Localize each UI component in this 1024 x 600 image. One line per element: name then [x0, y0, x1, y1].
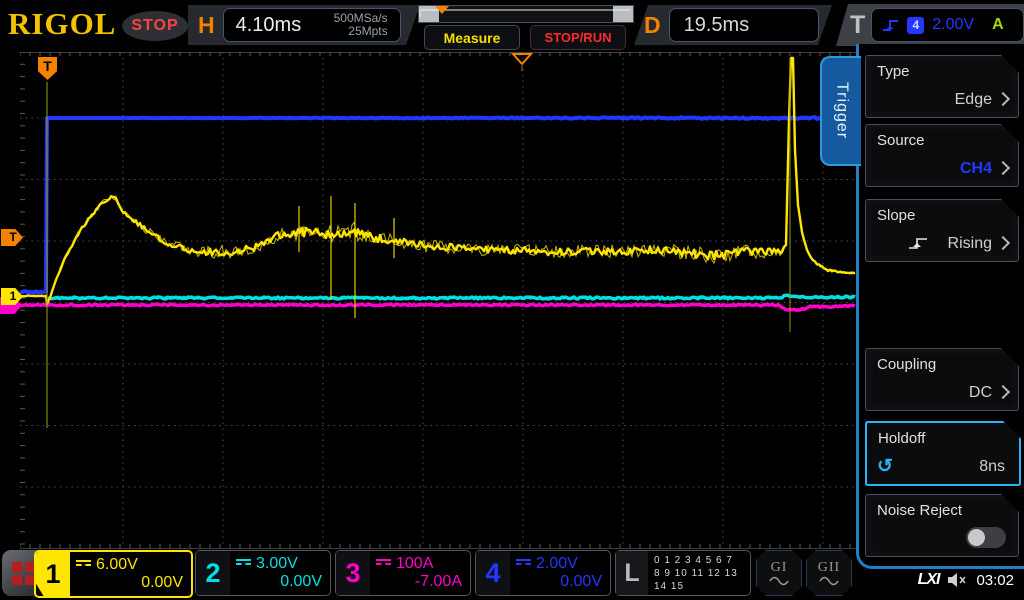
chevron-right-icon: [996, 385, 1010, 399]
trigger-mode-indicator: A: [992, 16, 1004, 33]
menu-item-type[interactable]: Type Edge: [865, 55, 1019, 118]
generator-1-button[interactable]: GI: [756, 550, 802, 596]
slope-value: Rising: [947, 235, 992, 252]
source-value: CH4: [959, 160, 992, 177]
horizontal-panel[interactable]: 4.10ms 500MSa/s 25Mpts: [223, 8, 401, 42]
channel-3-number: 3: [336, 551, 370, 595]
trigger-position-flag[interactable]: T: [38, 57, 57, 80]
menu-item-noise-reject[interactable]: Noise Reject: [865, 494, 1019, 557]
trigger-source-badge: 4: [907, 16, 925, 34]
speaker-muted-icon[interactable]: [948, 573, 967, 587]
noise-reject-label: Noise Reject: [877, 502, 963, 519]
menu-item-slope[interactable]: Slope Rising: [865, 199, 1019, 262]
trigger-tab-label: Trigger: [833, 82, 851, 140]
logic-analyzer-block[interactable]: L 0 1 2 3 4 5 6 7 8 9 10 11 12 13 14 15: [615, 550, 751, 596]
slope-label: Slope: [877, 207, 916, 224]
g2-label: GII: [817, 560, 841, 575]
channel-2-offset: 0.00V: [280, 573, 322, 590]
delay-value: 19.5ms: [683, 13, 750, 36]
coupling-value: DC: [968, 384, 992, 401]
trigger-level-marker[interactable]: T: [1, 229, 23, 246]
channel-1-offset-marker[interactable]: 1: [1, 288, 23, 305]
trigger-menu-tab[interactable]: Trigger: [820, 56, 861, 166]
type-value: Edge: [954, 91, 992, 108]
digital-channels-row2: 8 9 10 11 12 13 14 15: [654, 567, 738, 592]
dc-coupling-icon: [236, 559, 251, 569]
channel-3-scale: 100A: [396, 555, 434, 572]
delay-reference-icon: [510, 52, 534, 77]
rising-slope-icon: [908, 235, 928, 251]
stop-run-button[interactable]: STOP/RUN: [530, 25, 626, 50]
menu-item-source[interactable]: Source CH4: [865, 124, 1019, 187]
run-state-badge: STOP: [122, 11, 188, 41]
channel-4-block[interactable]: 4 2.00V 0.00V: [475, 550, 611, 596]
dc-coupling-icon: [376, 559, 391, 569]
trigger-menu-panel: Type Edge Source CH4 Slope Rising Coupli…: [856, 44, 1024, 569]
dc-coupling-icon: [76, 560, 91, 570]
chevron-right-icon: [996, 92, 1010, 106]
channel-1-block[interactable]: 1 6.00V 0.00V: [34, 550, 193, 598]
channel-1-number: 1: [36, 552, 70, 596]
trigger-status-group[interactable]: T 4 2.00V A: [836, 4, 1024, 46]
g1-label: GI: [770, 560, 788, 575]
channel-4-offset: 0.00V: [560, 573, 602, 590]
memory-position-bar[interactable]: [418, 5, 634, 23]
rigol-logo: RIGOL: [8, 6, 117, 41]
membar-trigger-icon: [435, 6, 449, 14]
ch4-trace: [20, 115, 856, 295]
chevron-right-icon: [996, 236, 1010, 250]
graticule-top-edge: [20, 52, 858, 53]
clock: 03:02: [976, 571, 1014, 589]
status-area: LXI 03:02: [918, 571, 1014, 589]
channel-2-scale: 3.00V: [256, 555, 298, 572]
trigger-level-value: 2.00V: [932, 16, 975, 33]
sine-wave-icon: [769, 576, 789, 586]
channel-2-number: 2: [196, 551, 230, 595]
channel-4-scale: 2.00V: [536, 555, 578, 572]
waveform-display[interactable]: [20, 52, 858, 548]
rotary-knob-icon: ↺: [877, 456, 893, 477]
coupling-label: Coupling: [877, 356, 937, 373]
sample-rate: 500MSa/s: [333, 11, 388, 25]
source-label: Source: [877, 132, 925, 149]
graticule-bottom-edge: [20, 548, 858, 549]
channel-1-offset: 0.00V: [141, 574, 183, 591]
type-label: Type: [877, 63, 910, 80]
noise-reject-toggle[interactable]: [966, 527, 1006, 548]
channel-4-number: 4: [476, 551, 510, 595]
horizontal-settings-group[interactable]: H 4.10ms 500MSa/s 25Mpts: [188, 5, 420, 45]
generator-2-button[interactable]: GII: [806, 550, 852, 596]
measure-button[interactable]: Measure: [424, 25, 520, 50]
digital-channels-row1: 0 1 2 3 4 5 6 7: [654, 554, 733, 566]
rising-edge-icon: [883, 19, 899, 31]
chevron-right-icon: [996, 161, 1010, 175]
channel-3-block[interactable]: 3 100A -7.00A: [335, 550, 471, 596]
dc-coupling-icon: [516, 559, 531, 569]
logic-analyzer-label: L: [616, 551, 648, 595]
channel-1-scale: 6.00V: [96, 556, 138, 573]
horizontal-label: H: [198, 11, 215, 38]
ch1-trace: [20, 56, 856, 306]
trigger-status-panel[interactable]: 4 2.00V A: [871, 8, 1024, 42]
delay-panel[interactable]: 19.5ms: [669, 8, 819, 42]
holdoff-label: Holdoff: [878, 430, 926, 447]
delay-group[interactable]: D 19.5ms: [634, 5, 832, 45]
channel-2-block[interactable]: 2 3.00V 0.00V: [195, 550, 331, 596]
trigger-status-label: T: [850, 10, 866, 39]
sine-wave-icon: [819, 576, 839, 586]
delay-label: D: [644, 11, 661, 38]
grid-menu-icon: [11, 561, 35, 585]
holdoff-value: 8ns: [979, 458, 1005, 475]
lxi-indicator: LXI: [917, 571, 941, 588]
channel-3-offset: -7.00A: [414, 573, 462, 590]
menu-item-holdoff[interactable]: Holdoff ↺ 8ns: [865, 421, 1021, 486]
menu-item-coupling[interactable]: Coupling DC: [865, 348, 1019, 411]
memory-waveform-icon: [419, 9, 630, 17]
timebase-value: 4.10ms: [235, 13, 302, 36]
memory-depth: 25Mpts: [348, 24, 388, 38]
